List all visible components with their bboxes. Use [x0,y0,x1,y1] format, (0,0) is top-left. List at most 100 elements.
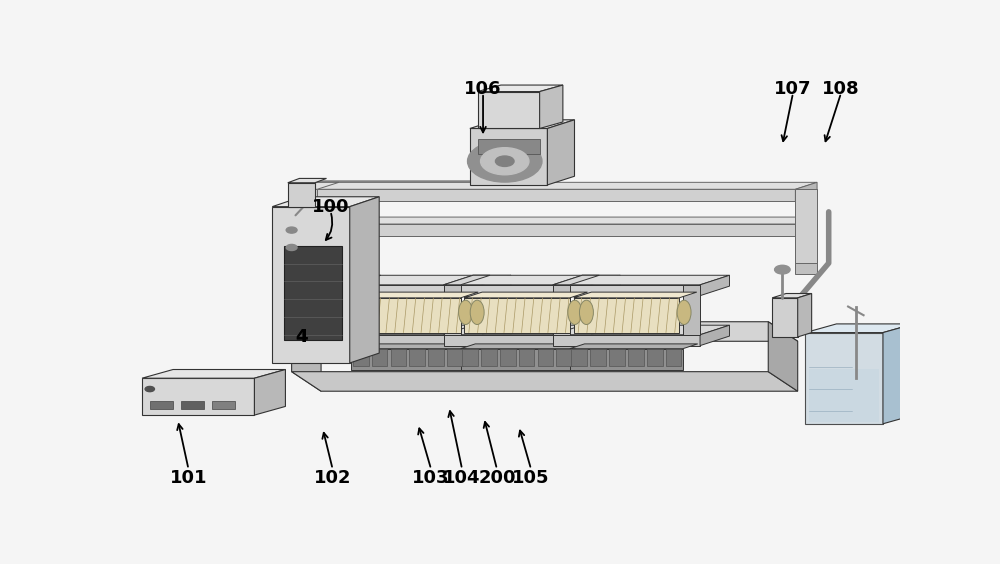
Polygon shape [292,321,321,391]
Polygon shape [470,120,574,129]
Polygon shape [334,335,482,346]
Circle shape [481,148,529,175]
Polygon shape [355,298,461,333]
Circle shape [495,156,514,166]
Polygon shape [296,182,339,190]
Polygon shape [553,285,570,335]
Polygon shape [296,224,795,236]
Polygon shape [609,349,625,366]
Polygon shape [470,129,547,185]
Polygon shape [538,349,553,366]
Text: 108: 108 [822,80,860,98]
Polygon shape [444,275,490,285]
Polygon shape [334,285,351,335]
Polygon shape [444,325,620,335]
Polygon shape [272,197,379,206]
Polygon shape [461,344,588,349]
Polygon shape [628,349,644,366]
Polygon shape [355,292,478,298]
Text: 101: 101 [170,469,207,487]
Polygon shape [409,349,425,366]
Polygon shape [372,349,387,366]
Polygon shape [351,344,479,349]
Text: 4: 4 [295,328,308,346]
Polygon shape [574,298,679,333]
Polygon shape [444,285,591,296]
Polygon shape [591,325,620,346]
Ellipse shape [470,300,484,324]
Polygon shape [296,190,317,263]
Text: 106: 106 [464,80,502,98]
Circle shape [775,265,790,274]
Polygon shape [334,275,381,285]
Polygon shape [540,85,563,129]
Polygon shape [478,85,563,91]
Polygon shape [590,349,606,366]
Polygon shape [254,369,285,415]
Ellipse shape [361,300,375,324]
Polygon shape [353,349,369,366]
Polygon shape [571,349,587,366]
Ellipse shape [568,300,582,324]
Polygon shape [296,190,795,201]
Polygon shape [574,285,591,335]
Text: 105: 105 [512,469,550,487]
Polygon shape [547,120,574,185]
Polygon shape [464,285,482,335]
Polygon shape [142,369,285,378]
FancyBboxPatch shape [212,401,235,408]
Polygon shape [296,182,817,190]
Ellipse shape [459,300,473,324]
Polygon shape [795,224,817,274]
Polygon shape [288,183,315,206]
Polygon shape [805,333,883,424]
Polygon shape [795,182,817,201]
Polygon shape [444,275,620,285]
Polygon shape [334,325,511,335]
Polygon shape [883,324,914,424]
Polygon shape [447,349,463,366]
Polygon shape [478,91,540,129]
Polygon shape [500,349,516,366]
Polygon shape [570,344,698,349]
Polygon shape [553,275,730,285]
Polygon shape [570,349,683,369]
Polygon shape [288,178,326,183]
Polygon shape [481,349,497,366]
Polygon shape [444,285,461,335]
Polygon shape [391,349,406,366]
Text: 200: 200 [478,469,516,487]
Polygon shape [482,325,511,346]
Polygon shape [647,349,663,366]
Text: 103: 103 [412,469,450,487]
FancyBboxPatch shape [150,401,173,408]
Polygon shape [553,325,730,335]
Polygon shape [556,349,572,366]
Polygon shape [292,321,798,341]
Polygon shape [683,285,700,335]
FancyBboxPatch shape [478,139,540,154]
FancyBboxPatch shape [181,401,204,408]
Polygon shape [444,335,591,346]
Polygon shape [351,349,464,369]
Polygon shape [700,275,730,296]
Text: 100: 100 [312,197,349,215]
Text: 104: 104 [443,469,481,487]
Polygon shape [284,246,342,340]
Circle shape [286,244,297,250]
Polygon shape [464,292,588,298]
Text: 4: 4 [295,328,308,346]
Polygon shape [574,292,697,298]
Polygon shape [142,378,254,415]
Polygon shape [772,298,798,337]
Polygon shape [272,206,350,363]
Polygon shape [334,275,511,285]
Polygon shape [428,349,444,366]
Ellipse shape [579,300,593,324]
Polygon shape [482,275,511,296]
Polygon shape [809,369,879,422]
Polygon shape [553,335,700,346]
Polygon shape [464,298,570,333]
Circle shape [468,140,542,182]
Text: 107: 107 [774,80,812,98]
